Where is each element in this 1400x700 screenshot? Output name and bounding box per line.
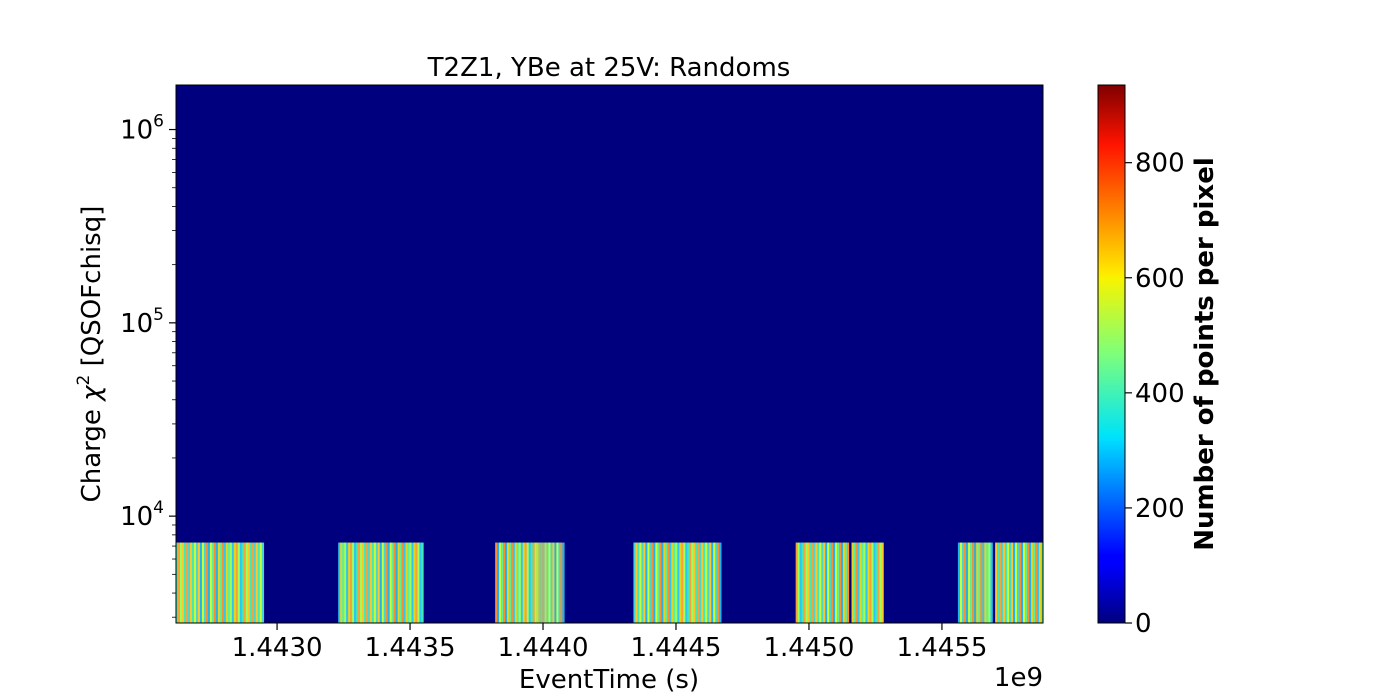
time-block-1 [338,542,424,623]
chart-title: T2Z1, YBe at 25V: Randoms [427,53,791,83]
time-block-3 [633,542,722,623]
colorbar [1097,84,1126,624]
x-tick-label: 1.4435 [365,633,456,663]
x-offset-label: 1e9 [994,663,1043,693]
colorbar-tick-label: 400 [1135,379,1185,409]
x-tick-label: 1.4430 [232,633,323,663]
y-tick-label: 105 [120,305,164,339]
data-bands [176,542,1044,623]
x-tick-label: 1.4455 [896,633,987,663]
colorbar-label: Number of points per pixel [1190,157,1220,551]
x-axis-label: EventTime (s) [519,665,699,695]
time-block-5 [851,542,884,623]
x-tick-label: 1.4445 [630,633,721,663]
colorbar-tick-label: 200 [1135,494,1185,524]
time-block-7 [995,542,1044,623]
y-axis-ticks: 104 105 106 [120,112,176,532]
time-block-4 [795,542,850,623]
time-block-0 [176,542,265,623]
plot-background [176,85,1043,623]
time-block-2 [495,542,565,623]
plot-frame [175,84,1044,624]
y-tick-label: 106 [120,112,164,146]
colorbar-tick-label: 0 [1135,609,1152,639]
colorbar-tick-label: 600 [1135,264,1185,294]
y-minor-ticks [172,137,176,618]
x-tick-label: 1.4440 [498,633,589,663]
x-axis-ticks: 1.4430 1.4435 1.4440 1.4445 1.4450 1.4455 [232,623,987,663]
time-block-6 [957,542,993,623]
y-tick-label: 104 [120,498,164,532]
colorbar-ticks: 0 200 400 600 800 [1125,149,1185,639]
colorbar-tick-label: 800 [1135,149,1185,179]
y-axis-label: Charge χ2 [QSOFchisq] [74,206,107,503]
x-tick-label: 1.4450 [763,633,854,663]
